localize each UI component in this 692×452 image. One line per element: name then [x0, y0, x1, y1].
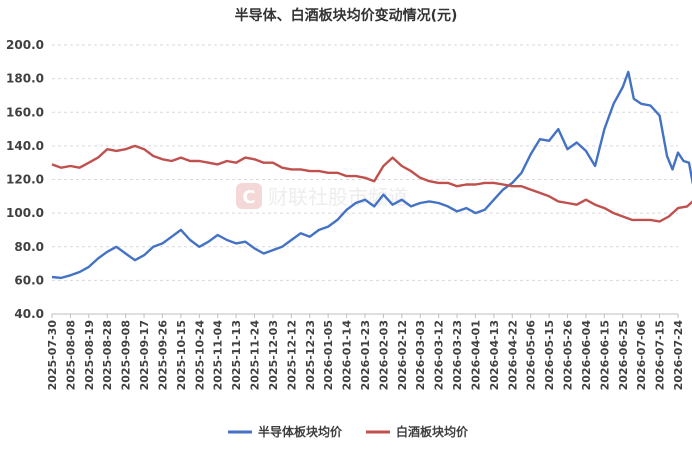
x-tick-label: 2026-01-05 — [322, 320, 335, 390]
x-tick-label: 2026-07-06 — [635, 320, 648, 391]
series-line-1 — [51, 70, 692, 280]
x-tick-label: 2025-07-30 — [46, 320, 59, 391]
x-tick-label: 2026-04-22 — [506, 320, 519, 390]
y-tick-label: 100.0 — [6, 206, 44, 220]
y-axis-ticks: 200.0 180.0 160.0 140.0 120.0 100.0 80.0 60.0 40… — [6, 38, 44, 321]
x-tick-label: 2025-09-08 — [120, 320, 133, 390]
x-tick-label: 2026-06-15 — [598, 320, 611, 390]
x-tick-label: 2025-12-03 — [267, 320, 280, 390]
x-tick-label: 2026-03-23 — [451, 320, 464, 390]
x-tick-label: 2025-08-08 — [64, 320, 77, 390]
y-tick-label: 160.0 — [6, 105, 44, 119]
y-tick-label: 180.0 — [6, 72, 44, 86]
y-tick-label: 60.0 — [14, 273, 44, 287]
x-tick-label: 2025-09-26 — [156, 320, 169, 391]
x-tick-label: 2026-02-03 — [377, 320, 390, 390]
x-tick-label: 2026-06-04 — [580, 320, 593, 391]
x-tick-label: 2026-03-03 — [414, 320, 427, 390]
watermark-logo-letter: C — [242, 187, 255, 208]
x-tick-label: 2026-04-13 — [488, 320, 501, 390]
y-tick-label: 40.0 — [14, 307, 44, 321]
x-tick-label: 2026-07-15 — [654, 320, 667, 390]
y-tick-label: 120.0 — [6, 173, 44, 187]
x-tick-label: 2026-03-12 — [433, 320, 446, 390]
x-tick-label: 2026-05-15 — [543, 320, 556, 390]
x-tick-label: 2026-04-01 — [469, 320, 482, 390]
gridlines — [52, 44, 678, 281]
chart-title: 半导体、白酒板块均价变动情况(元) — [235, 7, 458, 24]
x-tick-label: 2025-11-13 — [230, 320, 243, 390]
x-tick-label: 2026-01-23 — [359, 320, 372, 390]
x-axis-ticks: 2025-07-30 2025-08-08 2025-08-19 2025-08-28… — [46, 314, 685, 390]
x-tick-label: 2025-10-24 — [193, 320, 206, 391]
x-tick-label: 2026-05-26 — [562, 320, 575, 391]
x-tick-label: 2026-01-14 — [341, 320, 354, 391]
x-tick-label: 2026-06-25 — [617, 320, 630, 390]
watermark-logo-icon — [236, 183, 262, 209]
series-lines — [51, 70, 692, 280]
x-tick-label: 2025-10-15 — [175, 320, 188, 390]
y-tick-label: 140.0 — [6, 139, 44, 153]
legend-label-1: 半导体板块均价 — [258, 424, 343, 439]
x-tick-label: 2026-07-24 — [672, 320, 685, 391]
y-tick-label: 80.0 — [14, 240, 44, 254]
series-line-2 — [51, 144, 692, 223]
x-tick-label: 2025-11-24 — [249, 320, 262, 391]
x-tick-label: 2025-09-17 — [138, 320, 151, 390]
x-tick-label: 2025-12-12 — [285, 320, 298, 390]
y-tick-label: 200.0 — [6, 38, 44, 52]
legend: 半导体板块均价 白酒板块均价 — [228, 424, 469, 439]
x-tick-label: 2025-12-23 — [304, 320, 317, 390]
x-tick-label: 2025-08-28 — [101, 320, 114, 390]
x-tick-label: 2026-02-12 — [396, 320, 409, 390]
x-tick-label: 2025-08-19 — [83, 320, 96, 390]
x-tick-label: 2025-11-04 — [212, 320, 225, 391]
x-tick-label: 2026-05-06 — [525, 320, 538, 391]
legend-label-2: 白酒板块均价 — [396, 424, 469, 439]
